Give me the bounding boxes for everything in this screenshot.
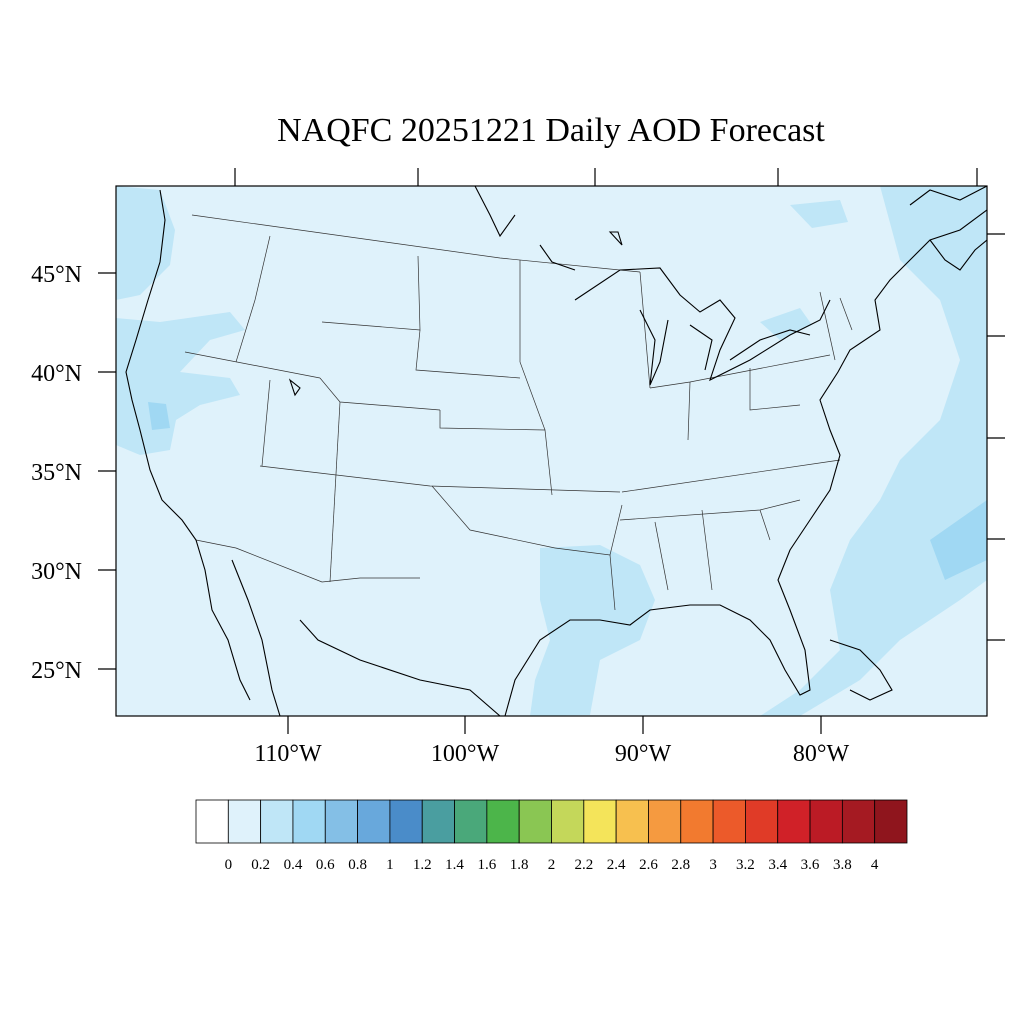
colorbar-label-16: 3.2 [736,857,755,873]
colorbar-box-3 [292,799,326,844]
tick-marks [98,168,1005,734]
colorbar-label-6: 1.2 [413,857,432,873]
map-title: NAQFC 20251221 Daily AOD Forecast [277,112,825,149]
colorbar-label-12: 2.4 [607,857,626,873]
colorbar-label-10: 2 [548,857,556,873]
colorbar-box-7 [421,799,455,844]
colorbar-box-14 [648,799,682,844]
colorbar-box-11 [551,799,585,844]
lat-label-35n: 35°N [31,460,82,486]
colorbar-label-3: 0.6 [316,857,335,873]
coastlines [125,186,987,716]
state-borders [184,214,853,611]
colorbar-box-8 [454,799,488,844]
aod-patch-great-lakes [760,308,812,340]
aod-colorbar-labels: 0 0.2 0.4 0.6 0.8 1 1.2 1.4 1.6 1.8 2 2.2 2.4 2.6 2.8 3… [225,857,879,873]
aod-strong-atlantic [930,500,987,580]
colorbar-box-12 [583,799,617,844]
colorbar-box-15 [680,799,714,844]
colorbar-box-10 [518,799,552,844]
colorbar-label-14: 2.8 [671,857,690,873]
colorbar-label-15: 3 [709,857,717,873]
colorbar-label-20: 4 [871,857,879,873]
colorbar-label-19: 3.8 [833,857,852,873]
colorbar-label-5: 1 [386,857,394,873]
colorbar-box-20 [841,799,876,844]
lat-label-45n: 45°N [31,262,82,288]
lon-label-110w: 110°W [254,741,322,767]
aod-contour-patches [116,186,987,716]
colorbar-box-1 [227,799,262,844]
lat-label-30n: 30°N [31,559,82,585]
colorbar-label-2: 0.4 [284,857,303,873]
colorbar-label-8: 1.6 [477,857,496,873]
aod-colorbar [195,799,908,844]
aod-strong-california [148,402,170,430]
colorbar-label-18: 3.6 [801,857,820,873]
colorbar-box-21 [874,799,908,844]
colorbar-label-13: 2.6 [639,857,658,873]
map-frame [115,185,988,717]
aod-patch-northern-plains-strip [790,200,848,228]
colorbar-box-17 [745,799,779,844]
lon-label-100w: 100°W [431,741,500,767]
aod-patch-california [116,312,245,455]
lon-label-90w: 90°W [615,741,672,767]
colorbar-label-4: 0.8 [348,857,367,873]
colorbar-label-9: 1.8 [510,857,529,873]
colorbar-box-16 [712,799,746,844]
colorbar-box-9 [486,799,520,844]
colorbar-box-4 [324,799,358,844]
lon-label-80w: 80°W [793,741,850,767]
colorbar-label-7: 1.4 [445,857,464,873]
colorbar-box-2 [260,799,294,844]
colorbar-box-6 [389,799,423,844]
colorbar-box-19 [809,799,843,844]
lat-label-40n: 40°N [31,361,82,387]
aod-patch-gulf-louisiana [530,545,655,716]
aod-contour-strong [148,402,987,580]
colorbar-box-13 [615,799,649,844]
colorbar-box-18 [777,799,811,844]
colorbar-label-11: 2.2 [574,857,593,873]
colorbar-box-0 [195,799,229,844]
colorbar-label-17: 3.4 [768,857,787,873]
aod-patch-pacific-northwest [116,186,175,300]
lat-label-25n: 25°N [31,658,82,684]
colorbar-box-5 [357,799,391,844]
aod-patch-atlantic-offshore [760,186,987,716]
colorbar-label-1: 0.2 [251,857,270,873]
colorbar-label-0: 0 [225,857,233,873]
